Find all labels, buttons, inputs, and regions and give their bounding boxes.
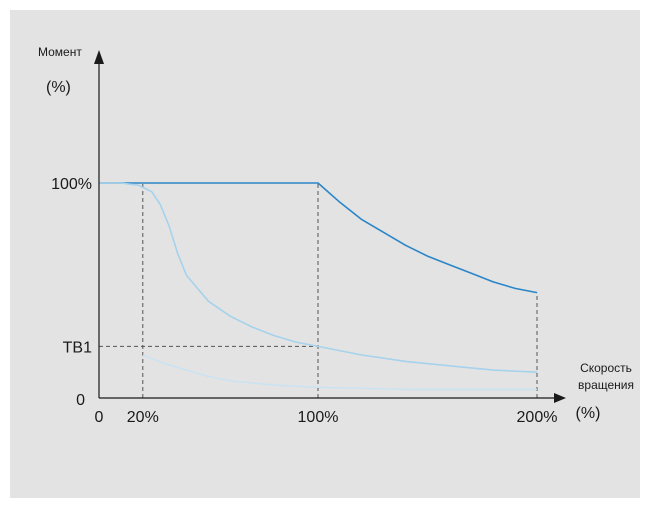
chart-panel: Момент (%) Скорость вращения (%) 0 0 20%… bbox=[10, 10, 640, 498]
x-axis-arrow bbox=[554, 393, 566, 403]
y-axis-title: Момент bbox=[38, 45, 82, 59]
series-line-main bbox=[99, 182, 538, 294]
y-tick-label-1: ТВ1 bbox=[63, 339, 92, 356]
series-line-lighter bbox=[142, 354, 537, 391]
x-axis-title-line1: Скорость bbox=[580, 361, 632, 375]
series-group bbox=[99, 182, 538, 391]
y-axis-unit: (%) bbox=[46, 79, 71, 96]
y-origin-label: 0 bbox=[76, 392, 85, 409]
series-line-light bbox=[99, 182, 538, 373]
labels: Момент (%) Скорость вращения (%) 0 0 bbox=[38, 45, 634, 426]
y-axis-arrow bbox=[94, 50, 104, 64]
x-origin-label: 0 bbox=[95, 409, 104, 426]
x-axis-unit: (%) bbox=[576, 405, 601, 422]
y-tick-label-0: 100% bbox=[51, 176, 92, 193]
tick-labels: 20% 100% 200% 100% ТВ1 bbox=[51, 176, 557, 426]
x-axis-title-line2: вращения bbox=[578, 378, 634, 392]
chart-background bbox=[10, 10, 640, 498]
axes bbox=[94, 50, 566, 403]
x-tick-label-100: 100% bbox=[298, 409, 339, 426]
x-tick-label-20: 20% bbox=[127, 409, 159, 426]
guide-lines bbox=[99, 183, 538, 398]
x-tick-label-200: 200% bbox=[517, 409, 558, 426]
torque-speed-chart: Момент (%) Скорость вращения (%) 0 0 20%… bbox=[10, 10, 640, 498]
